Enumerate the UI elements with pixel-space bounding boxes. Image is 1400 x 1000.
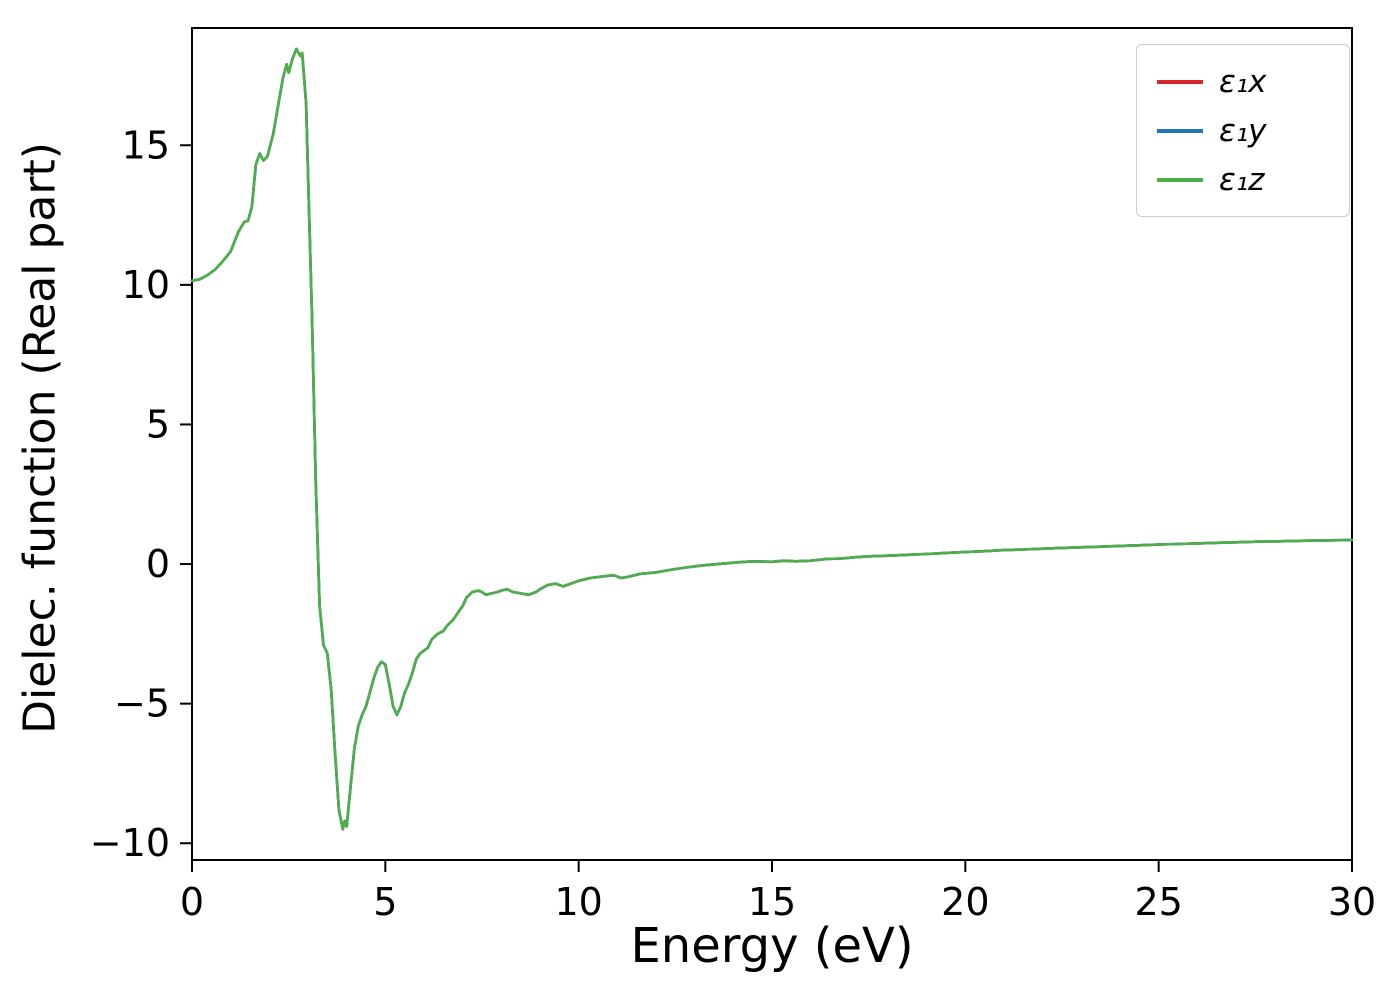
- legend-label-epsilon1-x: ε₁x: [1219, 63, 1267, 100]
- y-tick-label: 5: [146, 402, 170, 446]
- x-axis-label: Energy (eV): [630, 918, 914, 974]
- series-line-epsilon1-z: [190, 47, 1354, 831]
- y-tick-label: −5: [114, 682, 170, 726]
- y-axis-label: Dielec. function (Real part): [14, 142, 66, 734]
- legend-line-swatch-blue: [1157, 128, 1203, 133]
- legend-entry-epsilon1-x: ε₁x: [1157, 57, 1329, 106]
- y-tick-label: −10: [90, 821, 170, 865]
- x-tick-label: 10: [554, 880, 602, 924]
- x-tick-label: 30: [1328, 880, 1376, 924]
- legend-line-swatch-green: [1157, 177, 1203, 182]
- y-tick-label: 10: [122, 263, 170, 307]
- x-tick-label: 15: [748, 880, 796, 924]
- legend-line-swatch-red: [1157, 79, 1203, 84]
- legend-label-epsilon1-y: ε₁y: [1219, 112, 1267, 149]
- x-tick-label: 0: [180, 880, 204, 924]
- legend-label-epsilon1-z: ε₁z: [1219, 161, 1265, 198]
- legend-entry-epsilon1-y: ε₁y: [1157, 106, 1329, 155]
- x-tick-label: 5: [373, 880, 397, 924]
- y-tick-label: 15: [122, 123, 170, 167]
- x-tick-label: 25: [1134, 880, 1182, 924]
- y-tick-label: 0: [146, 542, 170, 586]
- legend-entry-epsilon1-z: ε₁z: [1157, 155, 1329, 204]
- legend: ε₁x ε₁y ε₁z: [1136, 44, 1350, 217]
- x-tick-label: 20: [941, 880, 989, 924]
